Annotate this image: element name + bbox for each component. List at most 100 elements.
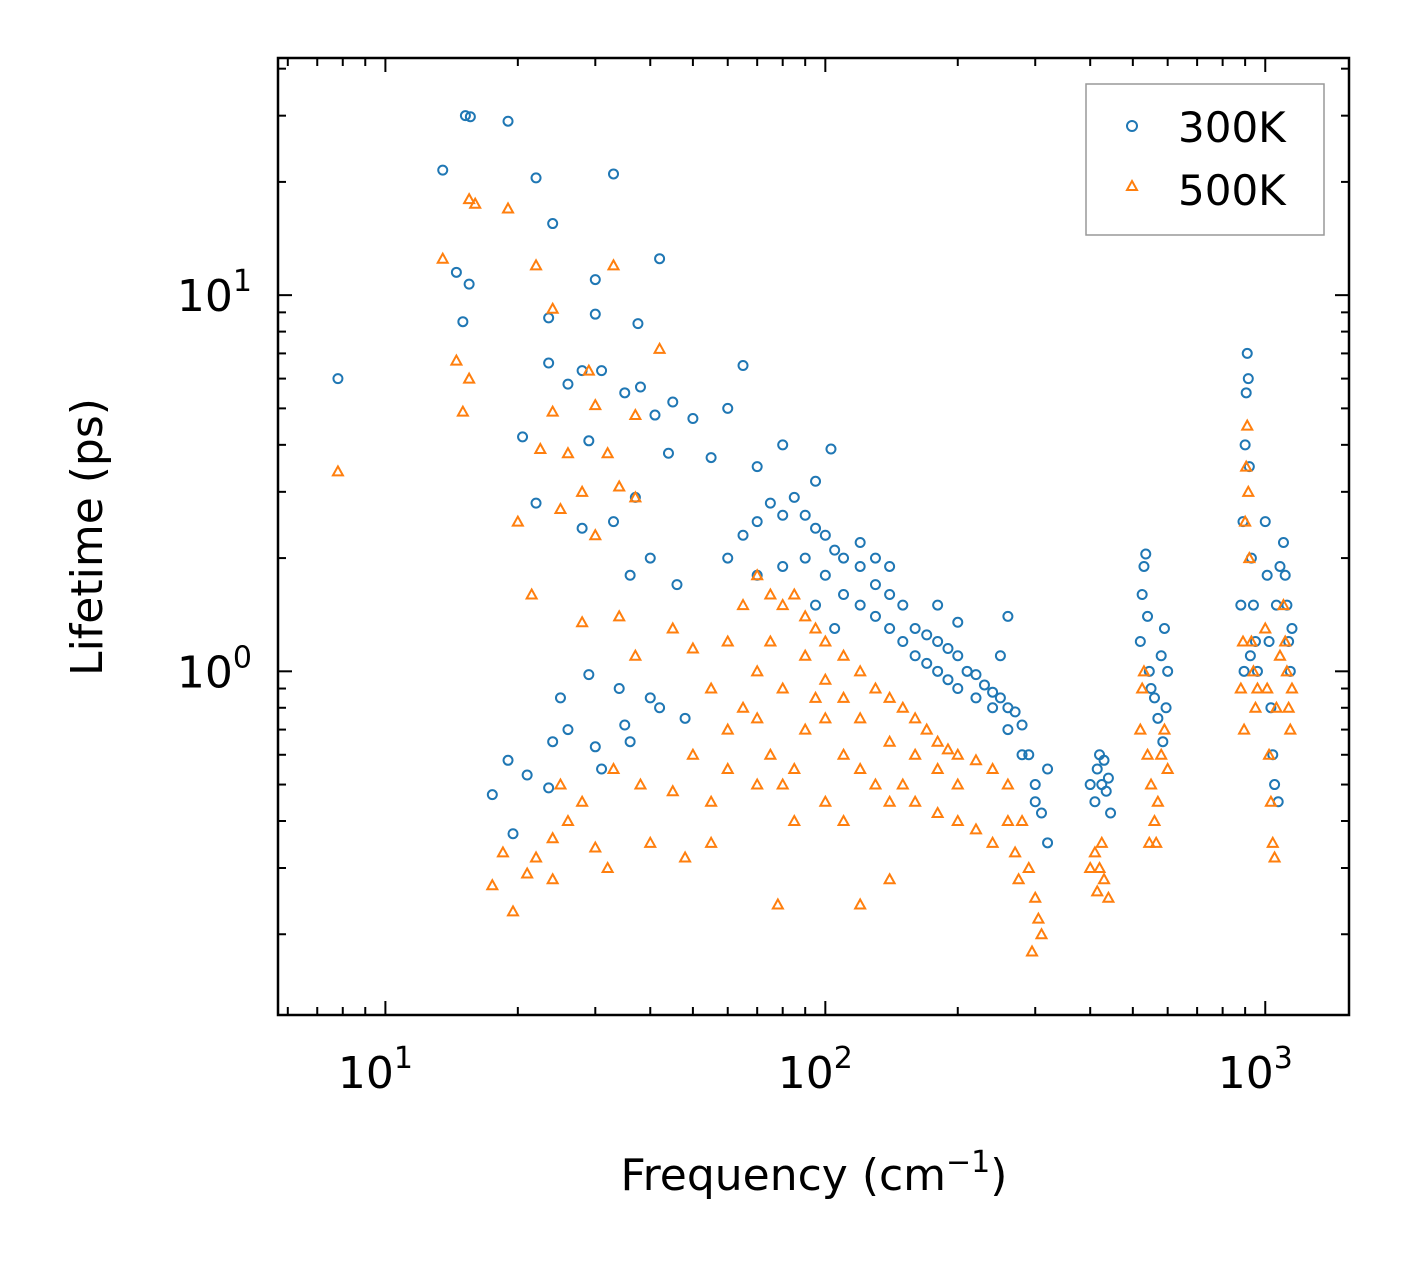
data-point (1160, 761, 1175, 774)
data-point (1029, 796, 1041, 808)
data-point (1241, 484, 1255, 497)
legend-label-300k: 300K (1178, 103, 1287, 152)
data-point (1034, 927, 1049, 940)
data-point (632, 318, 644, 330)
data-point (545, 872, 560, 885)
data-point (1240, 387, 1252, 399)
data-point (486, 789, 498, 801)
data-point (1009, 706, 1021, 718)
data-point (529, 850, 543, 863)
data-point (1240, 418, 1254, 431)
y-axis-label: Lifetime (ps) (62, 398, 113, 676)
data-point (970, 692, 982, 704)
data-point (930, 805, 945, 819)
data-point (932, 665, 944, 677)
data-point (331, 464, 345, 477)
data-point (666, 784, 680, 797)
data-point (921, 657, 933, 669)
data-point (561, 813, 575, 827)
data-point (530, 172, 542, 184)
data-point (882, 690, 897, 703)
data-point (985, 835, 1000, 848)
data-point (1001, 813, 1015, 827)
data-point (1029, 779, 1041, 791)
data-point (721, 634, 735, 647)
data-point (1276, 598, 1291, 611)
data-point (1260, 681, 1274, 694)
data-point (1140, 548, 1152, 560)
data-point (1278, 634, 1292, 647)
data-point (869, 552, 881, 564)
data-point (633, 777, 648, 790)
data-point (704, 835, 718, 848)
data-point (600, 860, 615, 874)
data-point (775, 598, 790, 611)
data-point (896, 777, 910, 790)
data-point (1277, 537, 1289, 549)
data-point (775, 777, 790, 790)
data-point (1264, 794, 1278, 807)
data-point (777, 439, 789, 451)
data-point (1016, 719, 1028, 731)
data-point (533, 441, 548, 454)
data-point (853, 711, 867, 724)
data-point (951, 777, 965, 790)
data-point (897, 636, 909, 648)
data-point (652, 341, 667, 354)
data-point (1238, 665, 1250, 677)
data-point (798, 609, 812, 622)
data-point (908, 794, 922, 807)
data-point (952, 616, 964, 628)
data-point (854, 599, 866, 611)
data-point (908, 711, 922, 724)
data-point (608, 168, 620, 180)
data-point (736, 700, 750, 713)
data-point (1267, 850, 1282, 863)
data-point (529, 258, 543, 271)
data-point (589, 308, 601, 320)
data-point (838, 552, 850, 564)
data-point (686, 641, 700, 654)
data-point (985, 761, 1000, 774)
data-point (1090, 884, 1104, 897)
data-point (624, 569, 636, 581)
data-point (1241, 347, 1253, 359)
data-point (1100, 785, 1112, 797)
data-point (777, 560, 789, 572)
data-point (547, 736, 559, 748)
data-point (634, 381, 646, 393)
data-point (722, 402, 734, 414)
data-point (1242, 373, 1254, 385)
data-point (771, 897, 785, 910)
data-point (987, 686, 999, 698)
legend-marker-300k (1126, 120, 1138, 132)
data-point (561, 446, 575, 459)
data-point (1151, 794, 1165, 807)
data-point (582, 363, 596, 376)
data-point (662, 447, 674, 459)
data-point (1155, 650, 1167, 662)
data-point (869, 579, 881, 591)
data-point (750, 711, 764, 724)
ticks-layer (278, 58, 1349, 1015)
x-tick-label: 101 (338, 1041, 413, 1099)
data-point (952, 683, 964, 695)
x-tick-label: 102 (778, 1041, 853, 1099)
data-point (501, 201, 515, 214)
data-point (882, 794, 897, 807)
data-point (1002, 610, 1014, 622)
data-point (687, 412, 699, 424)
data-point (787, 761, 801, 774)
data-point (705, 452, 717, 464)
data-point (667, 396, 679, 408)
data-point (1008, 845, 1022, 858)
data-point (463, 278, 475, 290)
data-point (624, 736, 636, 748)
data-point (819, 529, 831, 541)
data-point (932, 599, 944, 611)
data-point (810, 599, 822, 611)
data-point (798, 722, 812, 735)
data-point (810, 522, 822, 534)
data-point (588, 528, 603, 541)
